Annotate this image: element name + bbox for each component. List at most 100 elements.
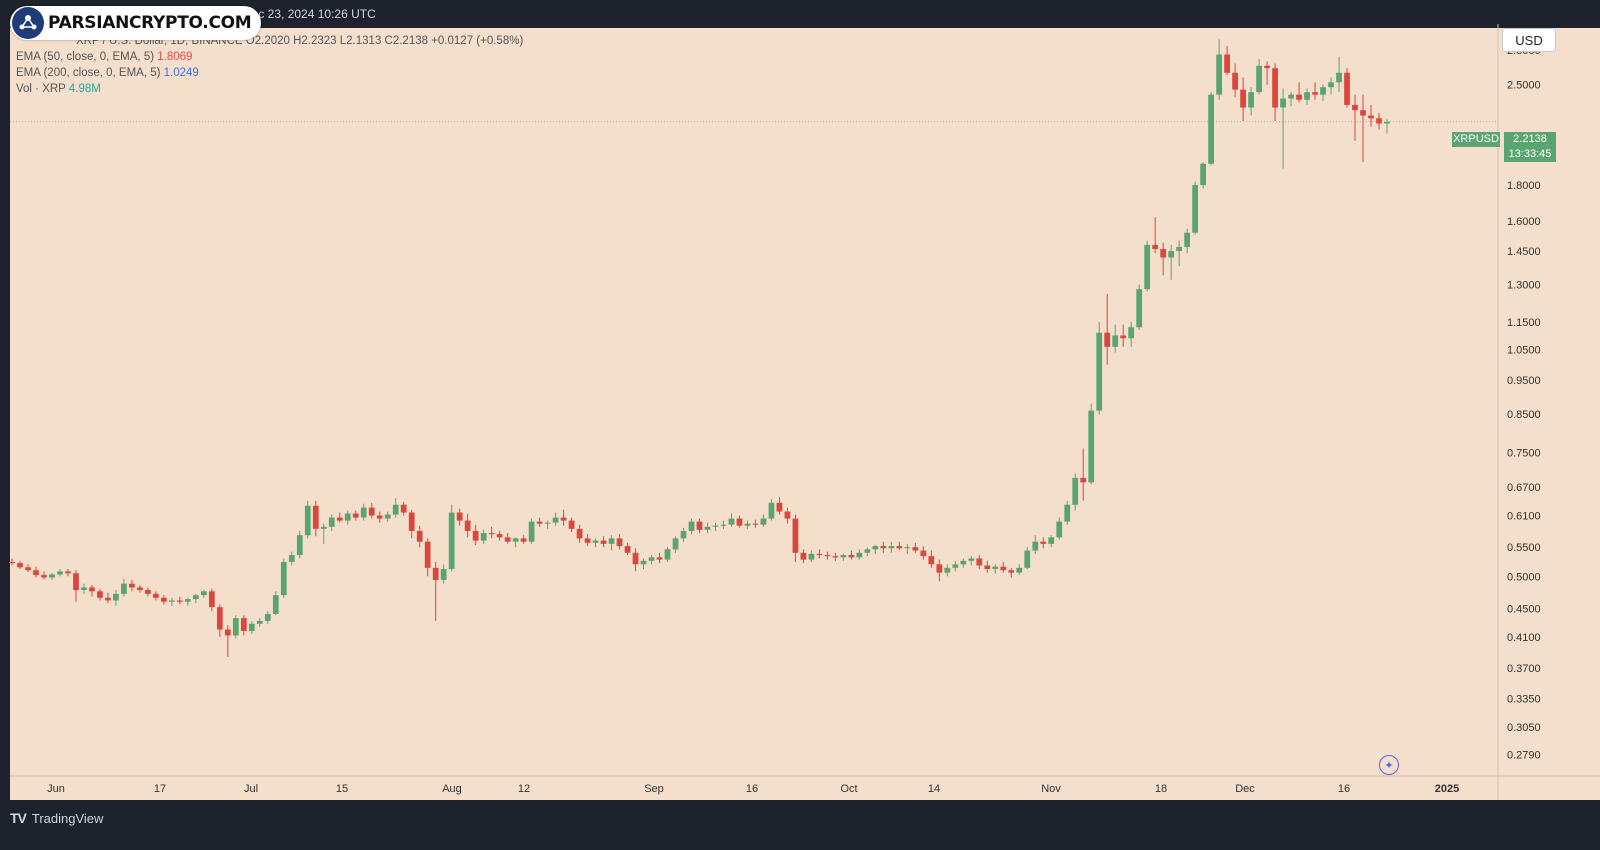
candle-body[interactable] [544,522,551,524]
candle-body[interactable] [320,526,327,529]
candle-body[interactable] [256,620,263,624]
candle-body[interactable] [448,512,455,570]
candle-body[interactable] [648,557,655,561]
candle-body[interactable] [632,552,639,565]
candle-body[interactable] [200,591,207,596]
time-axis[interactable] [10,776,1600,800]
chart-area[interactable] [10,24,1530,792]
candle-body[interactable] [1024,550,1031,568]
candle-body[interactable] [640,560,647,565]
candle-body[interactable] [1144,244,1151,290]
candle-body[interactable] [161,597,167,602]
candle-body[interactable] [712,525,719,527]
candle-body[interactable] [576,528,583,539]
candle-body[interactable] [656,557,663,560]
tradingview-brand[interactable]: TV TradingView [10,810,103,826]
candle-body[interactable] [1288,94,1294,99]
candle-body[interactable] [33,570,39,576]
candle-body[interactable] [288,555,295,562]
candle-body[interactable] [424,541,431,568]
candle-body[interactable] [552,517,559,523]
candle-body[interactable] [952,564,959,568]
candle-body[interactable] [808,553,815,560]
candle-body[interactable] [528,521,535,542]
candle-body[interactable] [1216,54,1222,95]
candle-body[interactable] [97,591,103,598]
candle-body[interactable] [1080,477,1087,483]
candle-body[interactable] [1128,327,1135,339]
candle-body[interactable] [848,555,855,558]
candle-body[interactable] [944,567,951,573]
candle-body[interactable] [968,558,975,561]
candle-body[interactable] [25,567,31,571]
candle-body[interactable] [600,540,607,544]
candle-body[interactable] [672,538,679,550]
candle-body[interactable] [121,583,127,594]
candle-body[interactable] [9,561,15,564]
candle-body[interactable] [113,593,119,601]
candle-body[interactable] [1192,185,1199,233]
candle-body[interactable] [984,565,991,570]
candle-body[interactable] [816,553,823,556]
candle-body[interactable] [688,521,695,531]
candle-body[interactable] [41,575,47,578]
candle-body[interactable] [512,538,519,542]
candle-body[interactable] [400,504,407,513]
candle-body[interactable] [1112,335,1119,347]
candle-body[interactable] [416,530,423,542]
candle-body[interactable] [824,555,831,557]
candle-body[interactable] [608,538,615,544]
candle-body[interactable] [752,523,759,525]
candle-body[interactable] [888,546,895,549]
currency-selector[interactable]: USD [1502,28,1556,52]
candle-body[interactable] [720,524,727,526]
candle-body[interactable] [1096,332,1103,411]
candle-body[interactable] [49,574,55,578]
candle-body[interactable] [1176,246,1183,252]
candle-body[interactable] [1256,65,1262,93]
candle-body[interactable] [440,569,447,580]
candle-body[interactable] [1344,72,1350,105]
candle-body[interactable] [1000,566,1007,571]
candle-body[interactable] [912,547,919,551]
candle-body[interactable] [1208,94,1215,164]
candle-body[interactable] [73,573,79,591]
candle-body[interactable] [1152,244,1159,250]
candle-body[interactable] [1248,92,1254,108]
candle-body[interactable] [872,546,879,550]
candle-body[interactable] [856,552,863,558]
candle-body[interactable] [920,550,927,557]
candle-body[interactable] [696,521,703,530]
candle-body[interactable] [153,593,159,598]
candle-body[interactable] [864,549,871,553]
candle-body[interactable] [232,618,239,636]
candle-body[interactable] [584,538,591,543]
candle-body[interactable] [272,595,279,614]
candle-body[interactable] [800,552,807,560]
candle-body[interactable] [472,530,479,541]
candle-body[interactable] [1304,92,1310,100]
candle-body[interactable] [520,538,527,542]
candle-body[interactable] [456,512,463,521]
candle-body[interactable] [536,521,543,524]
candle-body[interactable] [240,618,247,631]
candle-body[interactable] [1016,567,1023,573]
candle-body[interactable] [1328,82,1334,88]
candle-body[interactable] [840,555,847,558]
candle-body[interactable] [89,587,95,592]
candle-body[interactable] [1008,570,1015,573]
candle-body[interactable] [145,590,151,594]
candle-body[interactable] [928,556,935,565]
candle-body[interactable] [904,547,911,549]
candle-body[interactable] [704,526,711,530]
candle-body[interactable] [1032,541,1039,551]
candle-body[interactable] [81,587,87,591]
candle-body[interactable] [1048,537,1055,544]
candle-body[interactable] [1376,118,1382,124]
candle-body[interactable] [360,507,367,518]
candle-body[interactable] [1272,68,1278,108]
candle-body[interactable] [736,518,743,526]
candle-body[interactable] [1104,332,1111,347]
candle-body[interactable] [832,556,839,558]
candle-body[interactable] [744,523,751,526]
